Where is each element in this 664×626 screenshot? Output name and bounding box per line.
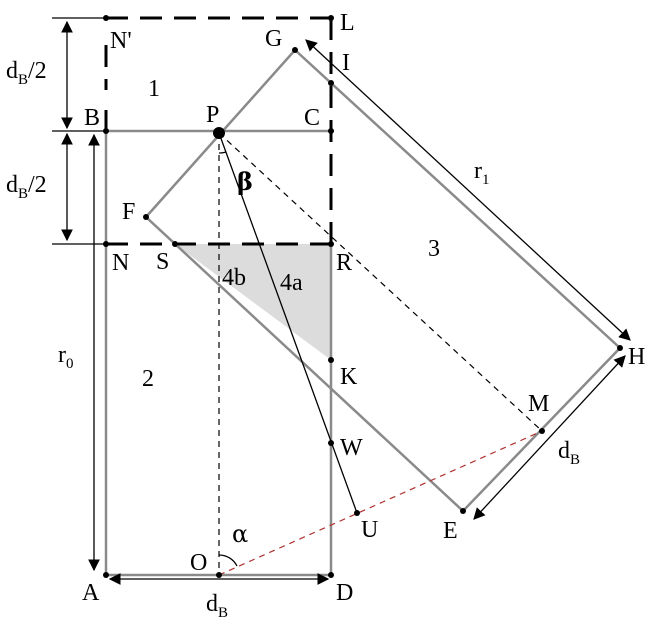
- point-W: [328, 440, 334, 446]
- point-F: [143, 214, 149, 220]
- angle-beta-arc: [218, 151, 227, 154]
- point-H: [617, 345, 623, 351]
- label-L: L: [340, 10, 355, 36]
- label-I: I: [342, 50, 350, 76]
- region-label-1: 1: [148, 76, 160, 102]
- point-U: [354, 510, 360, 516]
- point-G: [292, 47, 298, 53]
- point-B: [103, 128, 109, 134]
- dim-arrow-r1: [305, 39, 631, 341]
- label-O: O: [190, 550, 207, 576]
- label-H: H: [628, 344, 645, 370]
- label-E: E: [443, 518, 458, 544]
- point-M: [539, 428, 545, 434]
- point-K: [328, 357, 334, 363]
- dim-label-r1: r1: [474, 158, 490, 188]
- point-L: [328, 15, 334, 21]
- point-E: [460, 508, 466, 514]
- label-B: B: [84, 105, 100, 131]
- dim-label-bottom-half: dB/2: [6, 172, 47, 202]
- region-label-2: 2: [142, 366, 154, 392]
- point-N: [103, 241, 109, 247]
- point-C: [328, 128, 334, 134]
- label-G: G: [265, 26, 282, 52]
- dim-label-dB-right: dB: [558, 438, 580, 468]
- label-C: C: [304, 105, 320, 131]
- label-R: R: [336, 250, 352, 276]
- label-S: S: [156, 249, 169, 275]
- label-W: W: [340, 435, 363, 461]
- label-N-prime: N': [110, 28, 132, 54]
- angle-label-beta: β: [237, 167, 253, 196]
- label-P: P: [206, 102, 219, 128]
- label-D: D: [336, 580, 353, 606]
- point-D: [328, 572, 334, 578]
- dim-label-dB-bottom: dB: [206, 591, 228, 621]
- point-A: [103, 572, 109, 578]
- label-U: U: [361, 517, 378, 543]
- label-A: A: [82, 580, 100, 606]
- point-P: [213, 127, 225, 139]
- point-S: [172, 241, 178, 247]
- dim-arrow-dB-right: [473, 355, 626, 520]
- label-K: K: [340, 364, 358, 390]
- point-R: [328, 241, 334, 247]
- dim-label-top-half: dB/2: [6, 58, 47, 88]
- line-PU: [218, 132, 358, 514]
- label-M: M: [528, 391, 549, 417]
- region-label-4b: 4b: [222, 265, 246, 291]
- shaded-region-4: [175, 244, 331, 360]
- angle-alpha-arc: [218, 554, 238, 567]
- angle-label-alpha: α: [232, 520, 248, 548]
- label-N: N: [112, 250, 129, 276]
- point-N-prime: [103, 15, 109, 21]
- dim-label-r0: r0: [58, 342, 74, 372]
- dashed-line-OM: [218, 430, 543, 576]
- point-O: [216, 572, 222, 578]
- point-I: [328, 80, 334, 86]
- label-F: F: [122, 199, 135, 225]
- region-label-4a: 4a: [280, 270, 303, 296]
- region-label-3: 3: [428, 236, 440, 262]
